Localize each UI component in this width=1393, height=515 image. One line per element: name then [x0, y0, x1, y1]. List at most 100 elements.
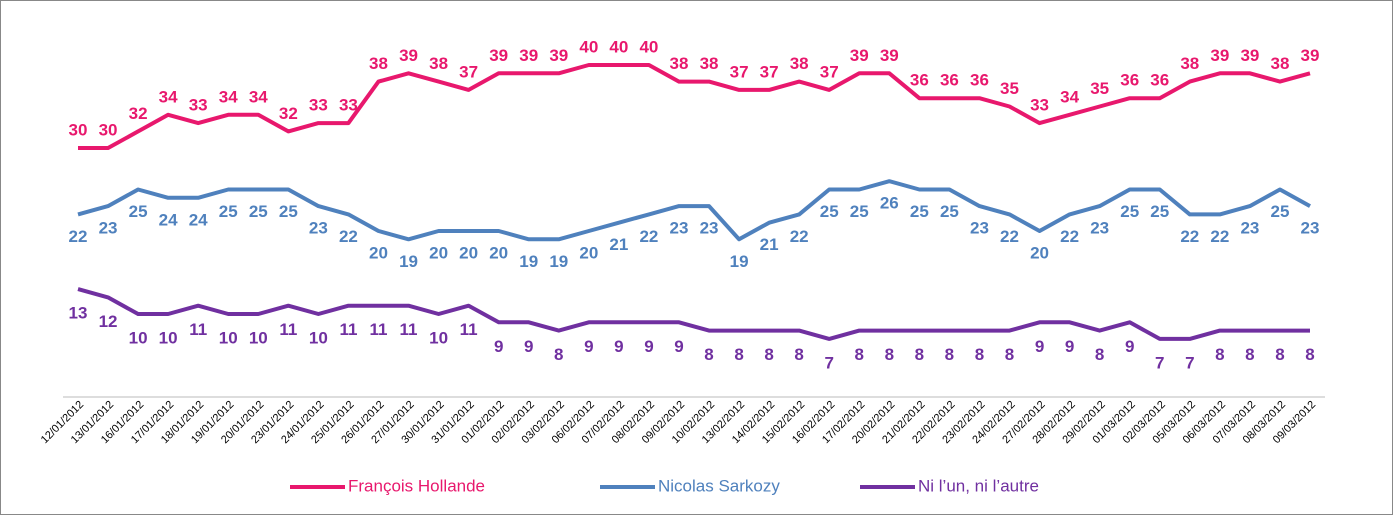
data-label: 23 — [1240, 219, 1259, 238]
data-label: 26 — [880, 194, 899, 213]
data-label: 37 — [820, 62, 839, 81]
data-label: 12 — [99, 312, 118, 331]
data-label: 25 — [249, 202, 268, 221]
data-label: 9 — [524, 337, 533, 356]
data-label: 37 — [730, 62, 749, 81]
data-label: 11 — [369, 320, 387, 339]
data-label: 39 — [1210, 46, 1229, 65]
data-label: 9 — [1035, 337, 1044, 356]
data-label: 30 — [69, 120, 88, 139]
data-label: 8 — [1305, 345, 1314, 364]
data-label: 8 — [1005, 345, 1014, 364]
data-label: 22 — [69, 227, 88, 246]
data-label: 19 — [399, 252, 418, 271]
data-label: 33 — [339, 96, 358, 115]
data-label: 20 — [459, 243, 478, 262]
data-label: 20 — [489, 243, 508, 262]
legend-label: François Hollande — [348, 476, 485, 495]
data-label: 25 — [910, 202, 929, 221]
data-label: 8 — [915, 345, 924, 364]
data-label: 11 — [400, 320, 418, 339]
data-label: 7 — [824, 353, 833, 372]
data-label: 34 — [1060, 87, 1079, 106]
data-label: 22 — [339, 227, 358, 246]
data-label: 8 — [1275, 345, 1284, 364]
data-label: 30 — [99, 120, 118, 139]
data-label: 22 — [790, 227, 809, 246]
data-label: 40 — [609, 37, 628, 56]
data-label: 37 — [760, 62, 779, 81]
data-label: 9 — [1065, 337, 1074, 356]
data-label: 38 — [429, 54, 448, 73]
data-label: 11 — [460, 320, 478, 339]
data-label: 36 — [940, 71, 959, 90]
data-label: 7 — [1155, 353, 1164, 372]
data-label: 13 — [69, 304, 88, 323]
data-label: 36 — [1120, 71, 1139, 90]
data-label: 33 — [189, 96, 208, 115]
data-label: 23 — [1090, 219, 1109, 238]
data-label: 10 — [429, 328, 448, 347]
data-label: 8 — [794, 345, 803, 364]
data-label: 35 — [1000, 79, 1019, 98]
data-label: 39 — [1240, 46, 1259, 65]
data-label: 24 — [159, 210, 178, 229]
data-label: 10 — [129, 328, 148, 347]
data-label: 36 — [1150, 71, 1169, 90]
data-label: 25 — [1120, 202, 1139, 221]
data-label: 39 — [399, 46, 418, 65]
data-label: 8 — [1215, 345, 1224, 364]
data-label: 9 — [674, 337, 683, 356]
series-line — [77, 179, 1311, 242]
data-label: 36 — [970, 71, 989, 90]
data-label: 25 — [129, 202, 148, 221]
data-label: 21 — [609, 235, 628, 254]
data-label: 23 — [309, 219, 328, 238]
data-label: 39 — [1301, 46, 1320, 65]
data-label: 22 — [1000, 227, 1019, 246]
series-line — [78, 63, 1311, 150]
data-label: 23 — [670, 219, 689, 238]
data-label: 23 — [99, 219, 118, 238]
data-label: 8 — [885, 345, 894, 364]
data-label: 32 — [129, 104, 148, 123]
data-label: 8 — [975, 345, 984, 364]
data-label: 36 — [910, 71, 929, 90]
data-label: 34 — [249, 87, 268, 106]
data-label: 39 — [519, 46, 538, 65]
data-label: 21 — [760, 235, 779, 254]
data-label: 34 — [219, 87, 238, 106]
data-label: 8 — [734, 345, 743, 364]
data-label: 33 — [1030, 96, 1049, 115]
data-label: 22 — [639, 227, 658, 246]
data-label: 9 — [1125, 337, 1134, 356]
data-label: 25 — [1270, 202, 1289, 221]
data-label: 38 — [700, 54, 719, 73]
data-label: 8 — [855, 345, 864, 364]
data-label: 20 — [1030, 243, 1049, 262]
data-label: 23 — [1301, 219, 1320, 238]
data-label: 7 — [1185, 353, 1194, 372]
data-label: 40 — [639, 37, 658, 56]
data-label: 32 — [279, 104, 298, 123]
data-label: 25 — [1150, 202, 1169, 221]
data-label: 22 — [1210, 227, 1229, 246]
data-label: 20 — [429, 243, 448, 262]
data-label: 25 — [219, 202, 238, 221]
data-label: 10 — [219, 328, 238, 347]
data-label: 25 — [940, 202, 959, 221]
data-label: 22 — [1180, 227, 1199, 246]
data-label: 25 — [820, 202, 839, 221]
data-label: 20 — [579, 243, 598, 262]
data-label: 40 — [579, 37, 598, 56]
data-label: 39 — [880, 46, 899, 65]
data-label: 38 — [369, 54, 388, 73]
legend-label: Ni l’un, ni l’autre — [918, 476, 1039, 495]
data-label: 34 — [159, 87, 178, 106]
data-label: 20 — [369, 243, 388, 262]
data-label: 38 — [1180, 54, 1199, 73]
data-label: 11 — [339, 320, 357, 339]
series-line — [77, 287, 1310, 341]
